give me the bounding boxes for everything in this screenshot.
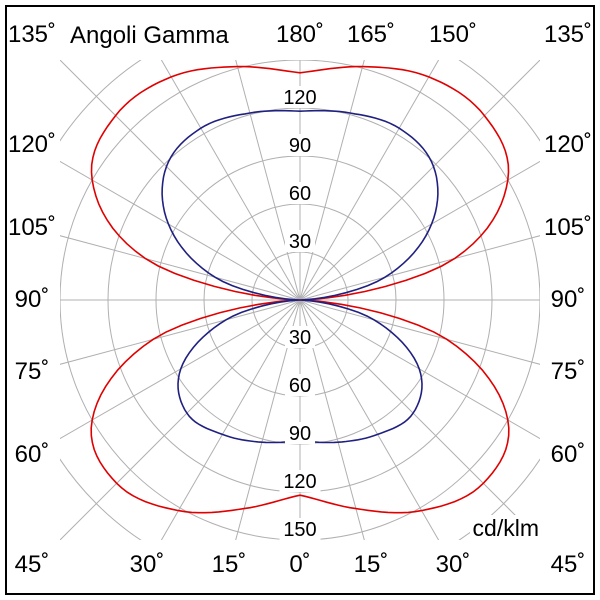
red-curve — [90, 65, 510, 514]
radial-tick-label: 60 — [289, 375, 311, 397]
radial-tick-label: 60 — [289, 183, 311, 205]
unit-label: cd/klm — [469, 515, 542, 542]
radial-tick-label: 90 — [289, 135, 311, 157]
radial-tick-label: 30 — [289, 327, 311, 349]
radial-tick-label: 120 — [283, 471, 316, 493]
chart-title: Angoli Gamma — [70, 22, 229, 49]
radial-tick-label: 30 — [289, 231, 311, 253]
radial-tick-label: 90 — [289, 423, 311, 445]
radial-tick-label: 150 — [283, 519, 316, 541]
radial-tick-label: 120 — [283, 87, 316, 109]
blue-curve — [161, 109, 439, 444]
